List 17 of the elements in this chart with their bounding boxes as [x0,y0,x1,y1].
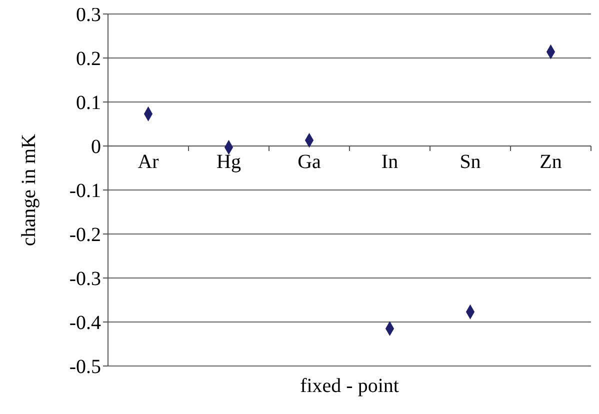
y-tick-label: 0 [91,136,101,158]
y-tick-label: -0.1 [69,180,101,202]
x-axis-title: fixed - point [300,375,400,397]
y-tick-label: 0.3 [76,4,101,26]
y-tick-label: -0.4 [69,312,101,334]
y-tick-label: -0.5 [69,356,101,378]
x-tick-label: In [381,151,398,173]
x-tick-label: Hg [216,151,241,173]
x-tick-label: Ar [138,151,160,173]
y-tick-label: 0.2 [76,48,101,70]
y-axis-title: change in mK [18,133,40,246]
y-tick-label: 0.1 [76,92,101,114]
y-tick-label: -0.3 [69,268,101,290]
y-tick-label: -0.2 [69,224,101,246]
x-tick-label: Ga [298,151,322,173]
x-tick-label: Sn [460,151,481,173]
x-tick-label: Zn [540,151,562,173]
